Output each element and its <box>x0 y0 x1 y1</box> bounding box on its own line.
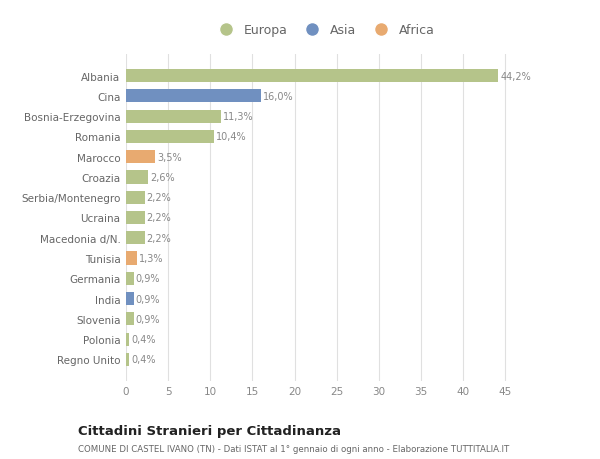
Bar <box>126 130 214 144</box>
Text: Cittadini Stranieri per Cittadinanza: Cittadini Stranieri per Cittadinanza <box>78 425 341 437</box>
Text: 2,6%: 2,6% <box>150 173 175 183</box>
Bar <box>126 232 145 245</box>
Text: 0,4%: 0,4% <box>131 334 156 344</box>
Text: 3,5%: 3,5% <box>158 152 182 162</box>
Bar <box>126 70 499 83</box>
Text: 2,2%: 2,2% <box>146 213 172 223</box>
Bar <box>126 90 261 103</box>
Bar <box>126 212 145 224</box>
Text: 1,3%: 1,3% <box>139 253 164 263</box>
Bar <box>126 191 145 204</box>
Bar <box>126 171 148 184</box>
Text: 10,4%: 10,4% <box>216 132 247 142</box>
Text: COMUNE DI CASTEL IVANO (TN) - Dati ISTAT al 1° gennaio di ogni anno - Elaborazio: COMUNE DI CASTEL IVANO (TN) - Dati ISTAT… <box>78 444 509 453</box>
Bar <box>126 252 137 265</box>
Bar <box>126 110 221 123</box>
Text: 2,2%: 2,2% <box>146 233 172 243</box>
Text: 2,2%: 2,2% <box>146 193 172 203</box>
Bar <box>126 313 134 326</box>
Bar <box>126 151 155 164</box>
Text: 11,3%: 11,3% <box>223 112 254 122</box>
Bar <box>126 272 134 285</box>
Text: 44,2%: 44,2% <box>500 72 531 81</box>
Text: 0,9%: 0,9% <box>136 274 160 284</box>
Text: 0,9%: 0,9% <box>136 314 160 324</box>
Text: 0,4%: 0,4% <box>131 355 156 364</box>
Bar <box>126 333 130 346</box>
Text: 16,0%: 16,0% <box>263 92 293 102</box>
Bar <box>126 292 134 306</box>
Bar <box>126 353 130 366</box>
Text: 0,9%: 0,9% <box>136 294 160 304</box>
Legend: Europa, Asia, Africa: Europa, Asia, Africa <box>209 19 439 42</box>
